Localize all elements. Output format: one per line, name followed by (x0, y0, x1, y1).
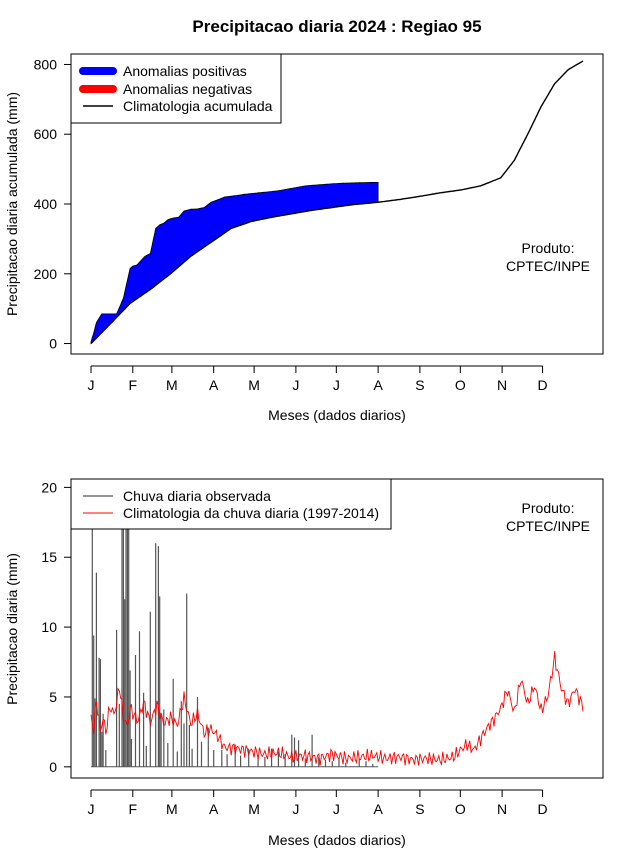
cumulative-y-tick-label: 400 (34, 196, 58, 212)
cumulative-product-source: CPTEC/INPE (506, 258, 590, 274)
daily-x-tick-label: F (129, 801, 138, 817)
daily-y-tick-label: 0 (49, 759, 57, 775)
cumulative-y-tick-label: 0 (49, 336, 57, 352)
daily-x-tick-label: J (292, 801, 299, 817)
daily-x-tick-label: N (497, 801, 507, 817)
cumulative-x-tick-label: M (166, 377, 178, 393)
legend-positive-label: Anomalias positivas (123, 63, 247, 79)
daily-x-tick-label: A (373, 801, 383, 817)
cumulative-y-tick-label: 800 (34, 56, 58, 72)
daily-y-tick-label: 20 (41, 479, 57, 495)
cumulative-chart: 0 200 400 600 800 J F M A M J J A S O N D Precipitacao … (4, 53, 604, 423)
daily-y-tick-label: 10 (41, 619, 57, 635)
legend-observed-label: Chuva diaria observada (123, 488, 271, 504)
legend-climatology-label: Climatologia acumulada (123, 98, 273, 114)
daily-product-source: CPTEC/INPE (506, 518, 590, 534)
daily-x-tick-label: D (537, 801, 547, 817)
cumulative-series (90, 60, 584, 345)
daily-x-tick-label: M (248, 801, 260, 817)
cumulative-x-label: Meses (dados diarios) (268, 407, 406, 423)
daily-y-axis: 0 5 10 15 20 (41, 479, 72, 775)
daily-y-tick-label: 15 (41, 549, 57, 565)
cumulative-x-tick-label: J (88, 377, 95, 393)
cumulative-y-axis: 0 200 400 600 800 (34, 56, 72, 352)
daily-x-tick-label: M (166, 801, 178, 817)
daily-climatology-line (90, 651, 584, 767)
legend-negative-label: Anomalias negativas (123, 81, 252, 97)
daily-x-tick-label: O (455, 801, 466, 817)
cumulative-x-tick-label: D (537, 377, 547, 393)
cumulative-y-tick-label: 200 (34, 266, 58, 282)
daily-x-tick-label: A (209, 801, 219, 817)
cumulative-x-tick-label: O (455, 377, 466, 393)
cumulative-x-tick-label: M (248, 377, 260, 393)
cumulative-x-tick-label: S (415, 377, 424, 393)
legend-daily-climatology-label: Climatologia da chuva diaria (1997-2014) (123, 505, 379, 521)
cumulative-x-tick-label: J (292, 377, 299, 393)
daily-series (90, 518, 584, 768)
daily-x-tick-label: J (333, 801, 340, 817)
cumulative-x-tick-label: A (209, 377, 219, 393)
daily-x-tick-label: J (88, 801, 95, 817)
cumulative-product-label: Produto: (522, 240, 575, 256)
daily-x-tick-label: S (415, 801, 424, 817)
cumulative-y-label: Precipitacao diaria acumulada (mm) (4, 92, 20, 316)
daily-chart: 0 5 10 15 20 J F M A M J J A S O N D Precipitacao diari… (4, 478, 604, 848)
daily-y-tick-label: 5 (49, 689, 57, 705)
cumulative-x-tick-label: F (129, 377, 138, 393)
daily-x-label: Meses (dados diarios) (268, 832, 406, 848)
figure-title: Precipitacao diaria 2024 : Regiao 95 (192, 17, 481, 36)
daily-y-label: Precipitacao diaria (mm) (4, 553, 20, 705)
daily-legend: Chuva diaria observada Climatologia da c… (70, 478, 392, 530)
cumulative-x-tick-label: N (497, 377, 507, 393)
cumulative-x-tick-label: J (333, 377, 340, 393)
daily-legend-box (70, 478, 392, 530)
daily-product-label: Produto: (522, 500, 575, 516)
cumulative-x-tick-label: A (373, 377, 383, 393)
cumulative-climatology-line (90, 60, 584, 344)
cumulative-y-tick-label: 600 (34, 126, 58, 142)
cumulative-legend: Anomalias positivas Anomalias negativas … (70, 53, 282, 124)
